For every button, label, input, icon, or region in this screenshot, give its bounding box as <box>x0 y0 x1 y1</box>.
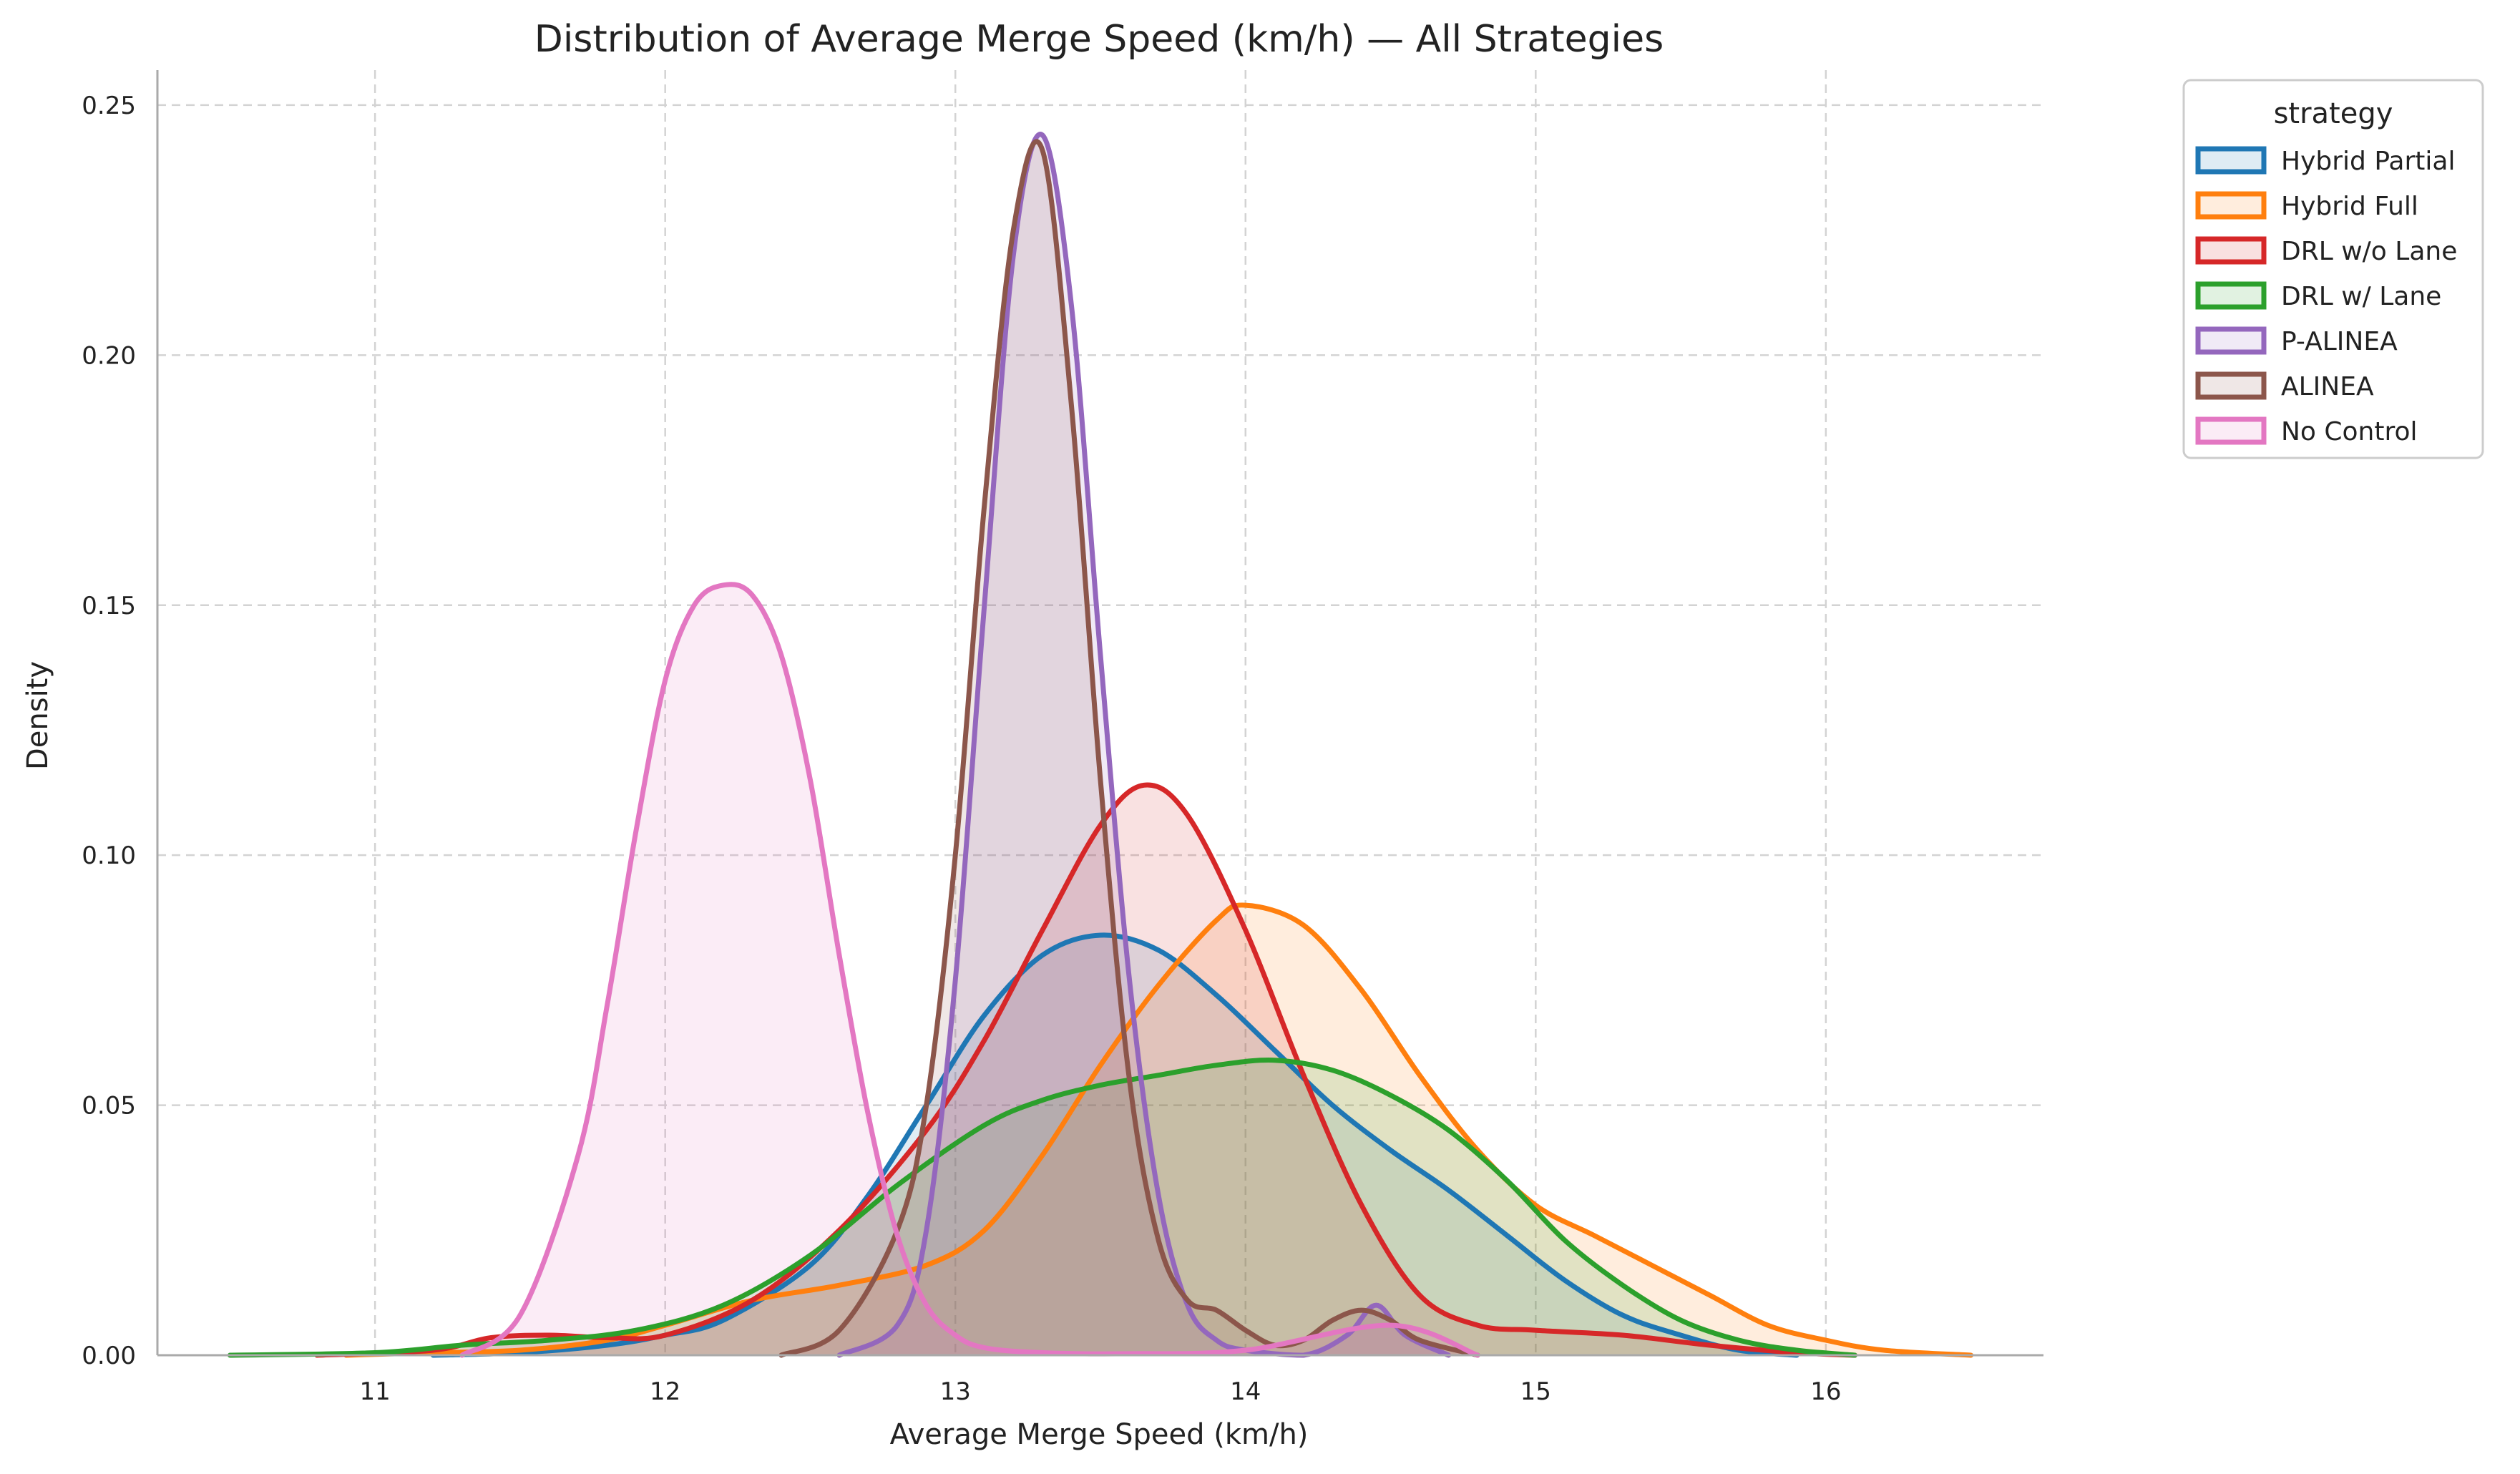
x-axis-label: Average Merge Speed (km/h) <box>890 1418 1309 1451</box>
line-hybrid-partial <box>430 932 1799 1358</box>
area-alinea <box>781 141 1478 1356</box>
legend-label-drl-w-o-lane: DRL w/o Lane <box>2281 237 2457 266</box>
legend-swatch-no-control <box>2195 416 2267 445</box>
legend-title: strategy <box>2274 97 2393 130</box>
x-tick-label: 11 <box>360 1377 391 1406</box>
legend-label-hybrid-partial: Hybrid Partial <box>2281 147 2455 176</box>
x-tick-label: 12 <box>650 1377 680 1406</box>
legend-label-hybrid-full: Hybrid Full <box>2281 192 2418 221</box>
legend-swatch-hybrid-partial <box>2195 146 2267 175</box>
y-tick-label: 0.10 <box>82 841 136 870</box>
y-axis-label: Density <box>21 661 54 770</box>
legend-frame <box>2182 79 2484 459</box>
x-tick-label: 14 <box>1230 1377 1261 1406</box>
legend: strategy Hybrid Partial Hybrid Full DRL w/… <box>2182 79 2484 459</box>
legend-swatch-drl-w-o-lane <box>2195 236 2267 265</box>
legend-label-p-alinea: P-ALINEA <box>2281 327 2398 356</box>
chart-title: Distribution of Average Merge Speed (km/… <box>534 18 1664 61</box>
x-tick-label: 16 <box>1810 1377 1841 1406</box>
legend-swatch-hybrid-full <box>2195 191 2267 220</box>
legend-label-no-control: No Control <box>2281 417 2418 446</box>
y-tick-label: 0.25 <box>82 92 136 120</box>
area-no-control <box>461 584 1478 1356</box>
tick-labels: 11 12 13 14 15 16 0.00 0.05 0.10 0.15 0.20 0.25 <box>82 92 1841 1406</box>
line-drl-w-o-lane <box>314 782 1857 1358</box>
axes <box>156 70 2043 1357</box>
legend-label-alinea: ALINEA <box>2281 372 2374 401</box>
density-lines <box>227 132 1974 1358</box>
area-drl-w-o-lane <box>317 784 1855 1355</box>
legend-items: Hybrid Partial Hybrid Full DRL w/o Lane DRL… <box>2195 146 2457 446</box>
legend-swatch-p-alinea <box>2195 326 2267 355</box>
legend-swatch-alinea <box>2195 371 2267 400</box>
y-tick-label: 0.05 <box>82 1092 136 1121</box>
y-tick-label: 0.00 <box>82 1342 136 1370</box>
y-tick-label: 0.20 <box>82 341 136 370</box>
area-drl-w-lane <box>230 1060 1855 1355</box>
x-tick-label: 15 <box>1520 1377 1551 1406</box>
y-tick-label: 0.15 <box>82 592 136 620</box>
legend-label-drl-w-lane: DRL w/ Lane <box>2281 282 2441 311</box>
area-hybrid-partial <box>433 934 1797 1355</box>
x-tick-label: 13 <box>940 1377 971 1406</box>
area-p-alinea <box>839 134 1449 1355</box>
line-no-control <box>459 582 1480 1358</box>
line-drl-w-lane <box>227 1058 1857 1358</box>
legend-swatch-drl-w-lane <box>2195 281 2267 310</box>
